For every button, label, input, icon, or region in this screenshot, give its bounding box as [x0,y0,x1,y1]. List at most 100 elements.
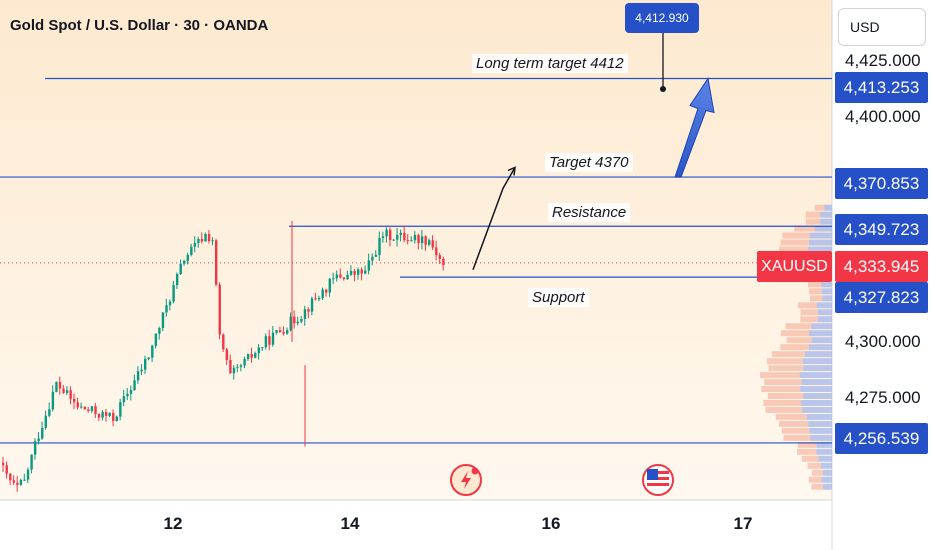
volume-bar [816,302,832,309]
volume-bar [775,413,807,420]
volume-bar [811,323,832,330]
candle-body [268,336,271,345]
candle-body [26,469,30,480]
candle-body [104,412,108,416]
volume-bar [760,372,800,379]
volume-bar [779,420,809,427]
long-term-target-label[interactable]: Long term target 4412 [472,54,628,73]
support-label[interactable]: Support [528,288,589,307]
candle-body [165,305,168,313]
candle-body [332,278,335,280]
candle-body [428,240,431,245]
candle-body [76,402,79,408]
volume-bar [800,309,818,316]
candle-body [16,482,19,485]
long-target-price-tag[interactable]: 4,413.253 [835,72,928,103]
candle-body [151,345,154,358]
candle-body [282,332,285,334]
volume-bar [786,337,812,344]
resistance-price-tag[interactable]: 4,349.723 [835,214,928,245]
target-label[interactable]: Target 4370 [545,153,633,172]
candle-body [222,334,225,350]
volume-bar [800,386,832,393]
us-flag-icon[interactable] [642,464,674,496]
volume-bar [802,406,832,413]
current-price-tag[interactable]: 4,333.945 [835,251,928,282]
candle-body [424,236,427,245]
candle-body [136,371,140,381]
volume-bar [811,337,832,344]
volume-bar [802,358,832,365]
candle-body [300,318,303,322]
candle-body [69,390,72,399]
volume-bar [809,232,832,239]
candle-body [154,333,158,346]
candle-body [200,238,204,242]
candle-body [293,316,296,324]
candle-body [275,330,278,333]
currency-selector[interactable]: USD [838,8,926,46]
resistance-label[interactable]: Resistance [548,203,631,222]
candle-body [257,347,260,354]
candle-body [431,240,434,248]
currency-label: USD [850,19,880,35]
price-tick-4400: 4,400.000 [845,107,921,126]
support-price-tag[interactable]: 4,327.823 [835,282,928,313]
candle-body [314,298,317,300]
candle-body [296,321,300,324]
volume-bar [808,476,822,483]
volume-bar [820,211,832,218]
volume-bar [771,351,805,358]
candle-body [158,328,161,334]
candle-body [239,365,243,367]
volume-bar [820,462,832,469]
volume-bar [765,406,803,413]
candle-body [41,427,44,439]
candle-body [325,289,328,293]
target-price-tag[interactable]: 4,370.853 [835,168,928,199]
volume-bar [768,365,804,372]
candle-body [44,415,47,428]
target-price-bubble[interactable]: 4,412.930 [625,3,699,33]
volume-bar [803,393,832,399]
candle-body [396,234,399,240]
projection-path [472,167,516,271]
volume-bar [808,420,832,427]
candle-body [193,242,197,247]
low-price-tag[interactable]: 4,256.539 [835,423,928,454]
candle-body [65,390,69,393]
volume-bar [778,246,809,253]
candle-body [353,271,356,275]
candle-body [218,284,221,335]
candle-body [58,381,62,389]
symbol-tag[interactable]: XAUUSD [757,251,832,282]
candle-body [126,393,129,397]
candle-body [413,235,417,241]
candle-body [307,309,310,312]
candle-body [90,406,94,411]
volume-bar [809,295,823,302]
candle-body [83,406,87,410]
candle-body [48,409,51,416]
candle-body [229,360,232,374]
candle-body [62,388,65,393]
candle-body [328,278,331,293]
candle-body [211,240,214,242]
volume-bar [780,344,809,351]
volume-bar [817,309,832,316]
candle-body [381,236,385,239]
time-tick-14: 14 [340,514,360,533]
candle-body [133,380,136,391]
candle-body [357,269,360,275]
candle-body [97,414,101,418]
time-tick-12: 12 [163,514,183,533]
lightning-event-icon[interactable] [450,464,482,496]
candle-body [140,369,143,372]
volume-bar [822,483,832,490]
candle-body [246,354,250,359]
candle-body [243,358,246,366]
volume-bar [797,441,817,448]
candle-body [5,465,8,474]
candle-body [342,277,346,280]
candle-body [9,473,12,481]
